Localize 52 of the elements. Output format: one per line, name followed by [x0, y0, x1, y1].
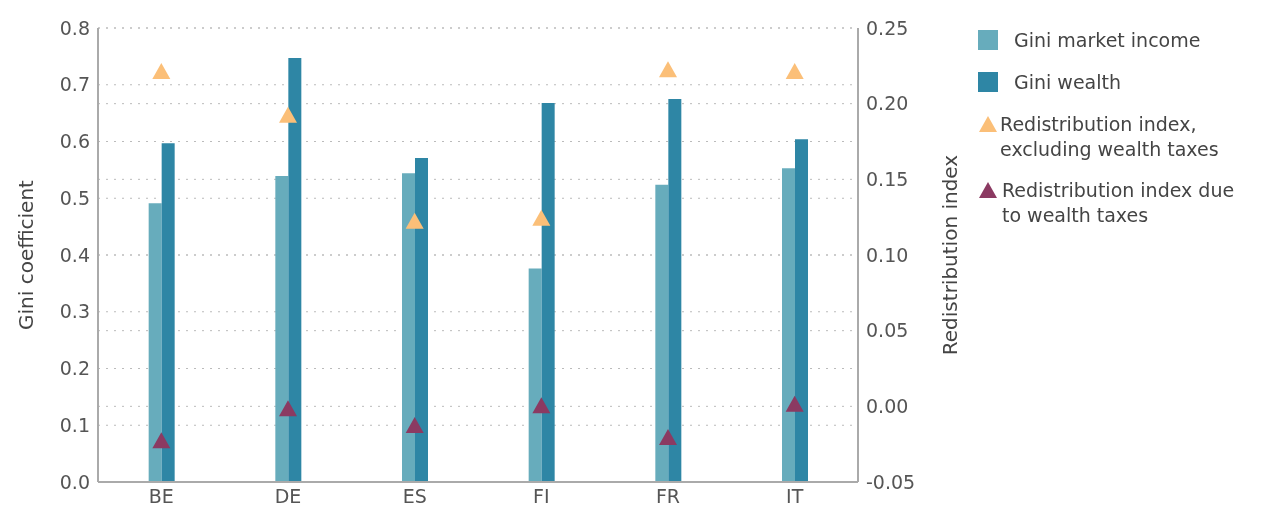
- point: [532, 397, 551, 414]
- bar: [402, 173, 415, 482]
- y2-tick-label: 0.00: [866, 395, 909, 418]
- point: [405, 212, 424, 229]
- point: [152, 432, 171, 449]
- y-axis-title: Gini coefficient: [14, 179, 39, 330]
- point: [659, 61, 677, 78]
- y2-tick-label: 0.25: [866, 16, 909, 39]
- legend-label: Redistribution index, excluding wealth taxes: [1000, 112, 1220, 162]
- legend-label: Gini wealth: [1014, 70, 1122, 95]
- x-tick-label: BE: [148, 485, 174, 508]
- point: [785, 395, 804, 412]
- y-tick-label: 0.1: [59, 413, 90, 436]
- point: [785, 62, 804, 79]
- x-tick-label: FI: [533, 485, 550, 508]
- x-tick-label: FR: [655, 485, 681, 508]
- bar: [161, 143, 175, 482]
- y-tick-label: 0.2: [59, 357, 90, 380]
- bar: [655, 184, 669, 482]
- y2-tick-label: 0.20: [866, 92, 909, 115]
- bar: [288, 58, 302, 482]
- point: [405, 417, 424, 434]
- x-tick-label: ES: [402, 485, 427, 508]
- legend-label: Gini market income: [1014, 28, 1201, 53]
- y2-axis-title: Redistribution index: [938, 154, 963, 356]
- y-tick-label: 0.8: [59, 16, 90, 39]
- y-tick-label: 0.5: [59, 186, 90, 209]
- y-tick-label: 0.0: [59, 470, 90, 493]
- point: [279, 400, 297, 417]
- bar: [795, 139, 808, 482]
- bar: [148, 203, 162, 482]
- point: [659, 429, 677, 446]
- y-tick-label: 0.4: [59, 243, 90, 266]
- point: [152, 62, 171, 79]
- y2-tick-label: -0.05: [866, 470, 916, 493]
- bar: [782, 168, 795, 482]
- x-tick-label: DE: [274, 485, 302, 508]
- bar: [275, 176, 289, 482]
- bar: [668, 98, 682, 482]
- y2-tick-label: 0.05: [866, 319, 909, 342]
- point: [279, 106, 297, 123]
- legend-label: Redistribution index due to wealth taxes: [1001, 178, 1236, 228]
- y-tick-label: 0.6: [59, 130, 90, 153]
- x-tick-label: IT: [786, 485, 804, 508]
- y2-tick-label: 0.15: [866, 168, 909, 191]
- bar: [528, 268, 542, 482]
- point: [532, 209, 551, 226]
- y-tick-label: 0.7: [59, 73, 90, 96]
- y-tick-label: 0.3: [59, 300, 90, 323]
- y2-tick-label: 0.10: [866, 243, 909, 266]
- bar: [415, 157, 428, 482]
- bar: [541, 102, 555, 482]
